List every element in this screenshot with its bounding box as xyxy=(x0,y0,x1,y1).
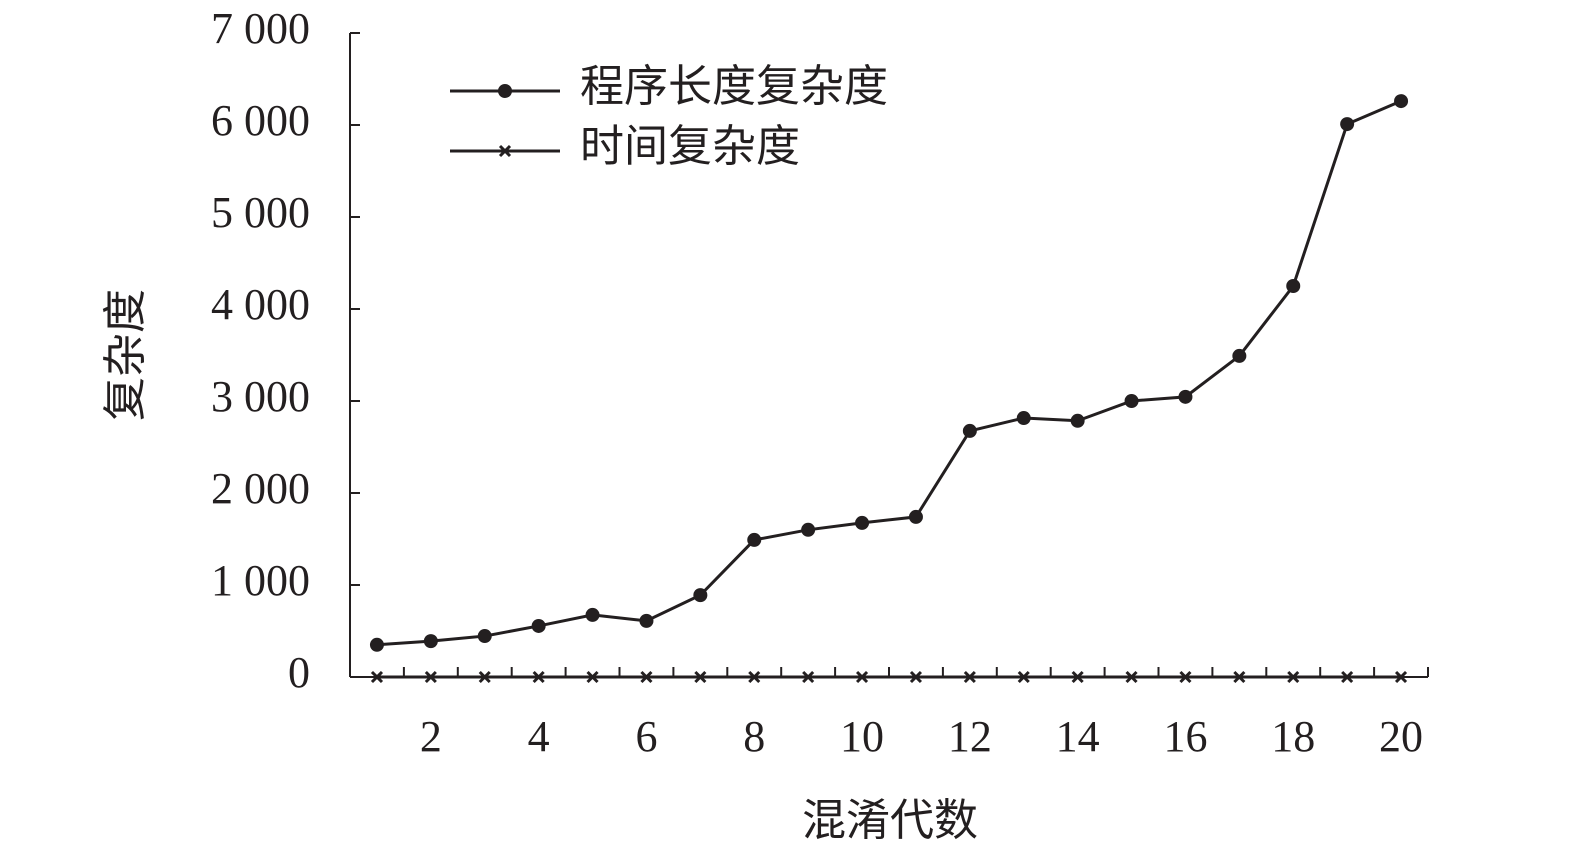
point xyxy=(586,670,599,684)
point xyxy=(478,670,491,684)
x-tick-label: 10 xyxy=(840,712,884,761)
x-tick-label: 14 xyxy=(1056,712,1100,761)
point xyxy=(747,532,762,547)
x-tick-label: 2 xyxy=(420,712,442,761)
point xyxy=(694,670,707,684)
point xyxy=(1070,413,1085,428)
x-tick-label: 12 xyxy=(948,712,992,761)
y-tick-label: 4 000 xyxy=(211,280,310,329)
point xyxy=(1286,279,1301,293)
point xyxy=(1017,670,1030,684)
point xyxy=(640,670,653,684)
x-tick-label: 20 xyxy=(1379,712,1423,761)
point xyxy=(1125,670,1138,684)
point xyxy=(1287,670,1300,684)
legend-label: 时间复杂度 xyxy=(580,122,800,171)
point xyxy=(585,607,600,622)
point xyxy=(532,670,545,684)
x-tick-label: 4 xyxy=(528,712,550,761)
point xyxy=(908,509,923,524)
point xyxy=(801,522,816,537)
point xyxy=(424,670,437,684)
y-tick-label: 1 000 xyxy=(211,556,310,605)
point xyxy=(1394,94,1409,109)
point xyxy=(855,515,870,530)
point xyxy=(369,637,384,652)
x-tick-label: 18 xyxy=(1271,712,1315,761)
point xyxy=(423,634,438,649)
legend-marker xyxy=(498,84,512,98)
y-tick-label: 5 000 xyxy=(211,188,310,237)
point xyxy=(1232,348,1247,363)
y-tick-label: 3 000 xyxy=(211,372,310,421)
point xyxy=(1341,670,1354,684)
point xyxy=(962,423,977,438)
point xyxy=(1233,670,1246,684)
y-axis-label: 复杂度 xyxy=(101,289,150,421)
y-tick-label: 6 000 xyxy=(211,96,310,145)
legend-label: 程序长度复杂度 xyxy=(580,62,888,111)
y-tick-label: 0 xyxy=(288,648,310,697)
legend-marker xyxy=(498,144,512,158)
point xyxy=(531,618,546,633)
x-tick-label: 16 xyxy=(1163,712,1207,761)
point xyxy=(1071,670,1084,684)
x-tick-label: 8 xyxy=(743,712,765,761)
point xyxy=(855,670,869,684)
y-tick-label: 2 000 xyxy=(211,464,310,513)
point xyxy=(639,613,654,628)
point xyxy=(477,629,492,644)
point xyxy=(963,670,976,684)
point xyxy=(1394,670,1408,684)
point xyxy=(1124,394,1139,408)
point xyxy=(909,670,923,684)
point xyxy=(802,670,815,684)
y-tick-label: 7 000 xyxy=(211,4,310,53)
point xyxy=(1016,411,1031,426)
point xyxy=(748,670,761,684)
x-axis-label: 混淆代数 xyxy=(802,796,978,845)
point xyxy=(1178,389,1193,404)
series-line xyxy=(376,99,1402,647)
x-tick-label: 6 xyxy=(635,712,657,761)
point xyxy=(1340,117,1355,132)
point xyxy=(370,670,384,684)
point xyxy=(1179,670,1192,684)
point xyxy=(693,588,708,603)
